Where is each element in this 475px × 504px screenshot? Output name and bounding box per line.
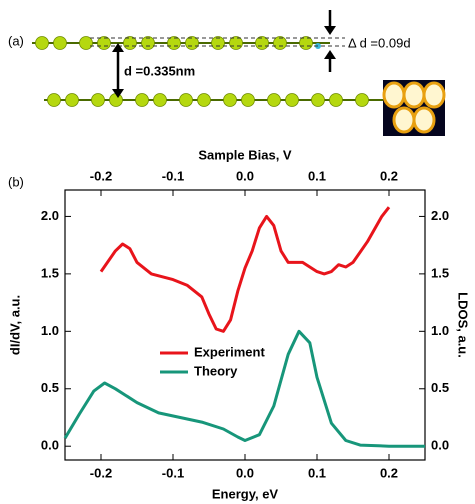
plot-frame	[64, 189, 426, 461]
interlayer-label: d =0.335nm	[124, 63, 195, 78]
chart: -0.2 -0.1 0.0 0.1 0.2 -0.2 -0.1 0.0 0.1 0.2 0.0 0.5…	[7, 147, 470, 501]
atom	[109, 93, 123, 107]
x2-tick-label: 0.1	[308, 168, 326, 183]
x-axis-label: Energy, eV	[212, 486, 279, 501]
y2-axis-label: LDOS, a.u.	[456, 292, 471, 358]
y2-tick-label: 1.0	[431, 323, 449, 338]
atom	[65, 93, 79, 107]
x-tick-label: 0.0	[236, 465, 254, 480]
atom	[153, 93, 167, 107]
legend-label: Theory	[194, 363, 238, 378]
atom	[91, 93, 105, 107]
atom	[223, 93, 237, 107]
x-tick-label: 0.1	[308, 465, 326, 480]
atom	[273, 36, 287, 50]
atom	[311, 93, 325, 107]
panel-label: (b)	[8, 174, 24, 189]
x2-tick-label: -0.2	[90, 168, 112, 183]
x-tick-label: -0.1	[162, 465, 184, 480]
y-tick-label: 2.0	[41, 208, 59, 223]
x-tick-label: -0.2	[90, 465, 112, 480]
atom	[179, 93, 193, 107]
atom	[79, 36, 93, 50]
arrow-head	[112, 89, 124, 98]
atom	[211, 36, 225, 50]
atom	[355, 93, 369, 107]
atom	[141, 36, 155, 50]
inset-blob	[392, 106, 416, 134]
legend-label: Experiment	[194, 344, 265, 359]
offset-label: Δ d =0.09d	[348, 35, 411, 50]
atom	[241, 93, 255, 107]
y-tick-label: 1.5	[41, 265, 59, 280]
y2-tick-label: 0.5	[431, 380, 449, 395]
y-tick-label: 1.0	[41, 323, 59, 338]
inset-blob	[422, 81, 446, 109]
inset-blob	[412, 106, 436, 134]
atom	[285, 93, 299, 107]
y2-tick-label: 0.0	[431, 438, 449, 453]
y2-tick-label: 2.0	[431, 208, 449, 223]
x2-tick-label: 0.2	[380, 168, 398, 183]
atom	[135, 93, 149, 107]
panel-label: (a)	[8, 33, 24, 48]
x-tick-label: 0.2	[380, 465, 398, 480]
series-line	[99, 206, 391, 333]
atom	[267, 93, 281, 107]
arrow-head	[112, 43, 124, 52]
x2-tick-label: -0.1	[162, 168, 184, 183]
arrow-head	[324, 26, 336, 35]
y2-tick-label: 1.5	[431, 265, 449, 280]
inset-blob	[402, 81, 426, 109]
y-axis-label: dI/dV, a.u.	[7, 295, 22, 355]
x2-tick-label: 0.0	[236, 168, 254, 183]
y-tick-label: 0.5	[41, 380, 59, 395]
graphene-layers	[32, 36, 386, 107]
arrow-head	[324, 50, 336, 59]
atom	[35, 36, 49, 50]
atom	[197, 93, 211, 107]
atom	[53, 36, 67, 50]
x2-axis-label: Sample Bias, V	[198, 147, 292, 162]
atom	[47, 93, 61, 107]
inset-image	[382, 80, 446, 136]
y-tick-label: 0.0	[41, 438, 59, 453]
inset-blob	[382, 81, 406, 109]
series-line	[63, 329, 425, 448]
atom	[329, 93, 343, 107]
